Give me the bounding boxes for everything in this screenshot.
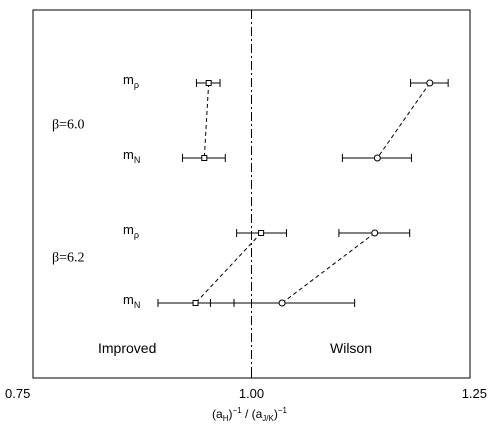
row-label: mρ bbox=[123, 222, 139, 240]
x-axis-label: (aH)−1 / (aJ/K)−1 bbox=[212, 406, 287, 423]
wilson-connector bbox=[376, 82, 431, 159]
wilson-point bbox=[373, 154, 381, 162]
row-label: mN bbox=[123, 292, 140, 310]
row-label: mρ bbox=[123, 72, 139, 90]
x-tick-label: 0.75 bbox=[5, 386, 30, 401]
group-label: β=6.2 bbox=[52, 251, 85, 266]
wilson-connector bbox=[281, 232, 376, 304]
improved-connector bbox=[195, 232, 262, 304]
improved-connector bbox=[203, 82, 210, 159]
wilson-point bbox=[278, 299, 286, 307]
improved-point bbox=[205, 80, 212, 86]
row-label: mN bbox=[123, 147, 140, 165]
improved-point bbox=[192, 300, 199, 306]
region-label-improved: Improved bbox=[98, 340, 156, 356]
x-tick-label: 1.25 bbox=[462, 386, 487, 401]
group-label: β=6.0 bbox=[52, 117, 85, 132]
improved-point bbox=[201, 155, 208, 161]
wilson-point bbox=[371, 229, 379, 237]
region-label-wilson: Wilson bbox=[330, 340, 372, 356]
wilson-point bbox=[426, 79, 434, 87]
x-tick-label: 1.00 bbox=[239, 386, 264, 401]
improved-point bbox=[258, 230, 265, 236]
